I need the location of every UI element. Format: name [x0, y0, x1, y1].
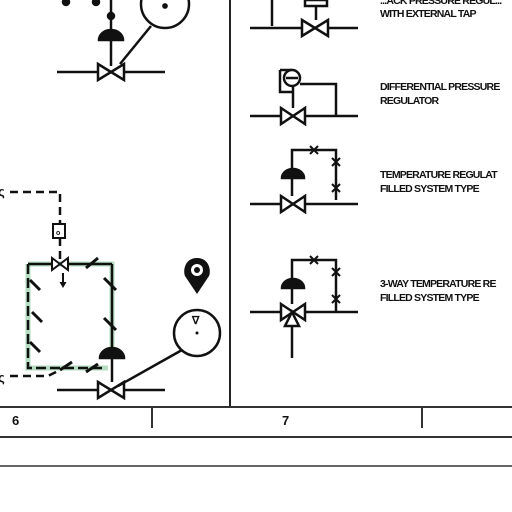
- svg-text:ς: ς: [0, 184, 5, 199]
- globe-valve-icon: [96, 61, 126, 83]
- label-three-way-line1: 3-WAY TEMPERATURE RE: [380, 278, 496, 290]
- top-regulator-assembly: [57, 0, 191, 83]
- control-box: [52, 223, 66, 239]
- zone-label-6: 6: [12, 413, 19, 428]
- label-ext-tap-line1: ...ACK PRESSURE REGUL...: [380, 0, 502, 7]
- svg-text:ς: ς: [0, 370, 5, 385]
- symbol-backpressure-external-tap: [250, 0, 358, 39]
- symbol-temperature-regulator: [250, 145, 358, 215]
- symbol-three-way-temperature-regulator: [250, 255, 358, 358]
- label-diff-line2: REGULATOR: [380, 95, 440, 107]
- bypass-valve-icon: [51, 256, 69, 272]
- pressure-gauge-icon: [139, 0, 191, 30]
- label-diff-line1: DIFFERENTIAL PRESSURE: [380, 81, 500, 93]
- gauge-symbol: ∇: [191, 315, 200, 327]
- label-three-way-line2: FILLED SYSTEM TYPE: [380, 292, 480, 304]
- svg-text:o: o: [56, 230, 60, 237]
- location-pin-icon[interactable]: [184, 258, 210, 294]
- label-temp-line2: FILLED SYSTEM TYPE: [380, 183, 480, 195]
- symbol-differential-pressure-regulator: [250, 68, 358, 127]
- symbol-labels: ...ACK PRESSURE REGUL... WITH EXTERNAL T…: [380, 0, 503, 304]
- zone-label-7: 7: [282, 413, 289, 428]
- control-line: [10, 190, 62, 378]
- right-panel: [250, 0, 358, 358]
- title-block: 6 7: [0, 406, 512, 467]
- label-ext-tap-line2: WITH EXTERNAL TAP: [380, 8, 476, 20]
- label-temp-line1: TEMPERATURE REGULAT: [380, 169, 498, 181]
- left-panel: ς ς o: [0, 0, 222, 401]
